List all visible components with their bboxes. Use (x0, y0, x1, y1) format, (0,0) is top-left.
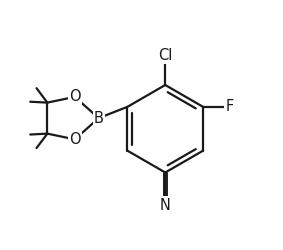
Text: N: N (160, 198, 171, 212)
Text: O: O (69, 132, 81, 147)
Text: F: F (226, 99, 234, 114)
Text: O: O (69, 90, 81, 104)
Text: Cl: Cl (158, 48, 172, 62)
Text: B: B (94, 110, 104, 126)
